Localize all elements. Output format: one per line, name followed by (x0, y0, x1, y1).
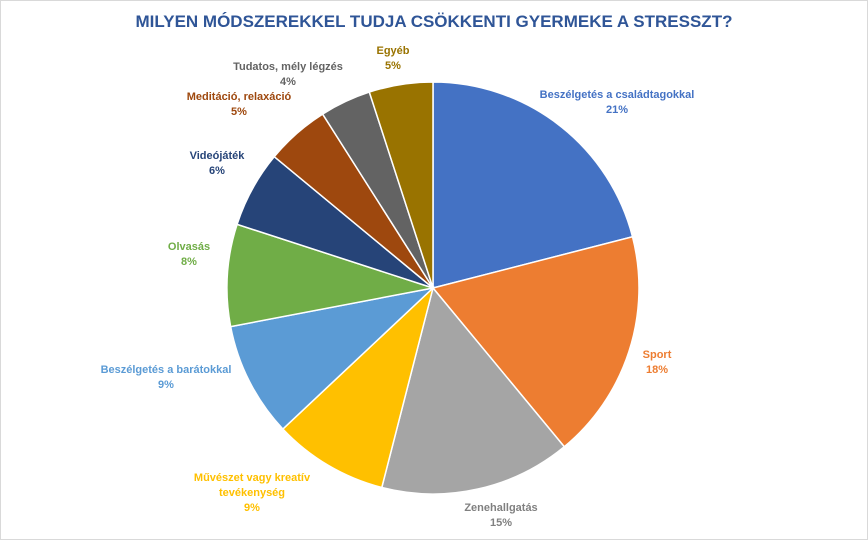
category-label: Egyéb (376, 45, 410, 57)
category-label: Olvasás (167, 241, 211, 253)
percent-label: 21% (605, 104, 629, 116)
pie-slice (226, 223, 434, 328)
category-label: Meditáció, relaxáció (186, 91, 292, 103)
data-label: Meditáció, relaxáció 5% (187, 90, 292, 120)
category-label: Videójáték (189, 150, 245, 162)
percent-label: 9% (158, 379, 174, 391)
data-label: Sport 18% (643, 348, 672, 378)
data-label: Olvasás 8% (168, 240, 210, 270)
percent-label: 5% (385, 60, 401, 72)
category-label: Beszélgetés a családtagokkal (539, 89, 695, 101)
data-label: Beszélgetés a barátokkal 9% (101, 363, 232, 393)
data-label: Egyéb 5% (376, 44, 409, 74)
category-label: Beszélgetés a barátokkal (100, 364, 232, 376)
category-label: Művészet vagy kreatív tevékenység (193, 472, 311, 499)
percent-label: 4% (280, 76, 296, 88)
percent-label: 6% (209, 165, 225, 177)
chart-title: MILYEN MÓDSZEREKKEL TUDJA CSÖKKENTI GYER… (135, 12, 733, 31)
pie-slice (432, 81, 634, 289)
data-label: Zenehallgatás 15% (464, 501, 537, 531)
category-label: Tudatos, mély légzés (233, 61, 343, 73)
percent-label: 9% (244, 502, 260, 514)
percent-label: 5% (231, 106, 247, 118)
pie-slice (368, 81, 434, 289)
category-label: Zenehallgatás (464, 502, 538, 514)
percent-label: 8% (181, 256, 197, 268)
pie-slice (380, 286, 566, 495)
data-label: Videójáték 6% (190, 149, 245, 179)
pie-slice (431, 235, 640, 448)
data-label: Beszélgetés a családtagokkal 21% (540, 88, 695, 118)
pie-slice (281, 285, 435, 489)
category-label: Sport (642, 349, 672, 361)
data-label: Tudatos, mély légzés 4% (233, 60, 343, 90)
percent-label: 15% (489, 517, 513, 529)
pie-slice (229, 286, 436, 431)
percent-label: 18% (645, 364, 669, 376)
data-label: Művészet vagy kreatív tevékenység 9% (194, 471, 310, 516)
